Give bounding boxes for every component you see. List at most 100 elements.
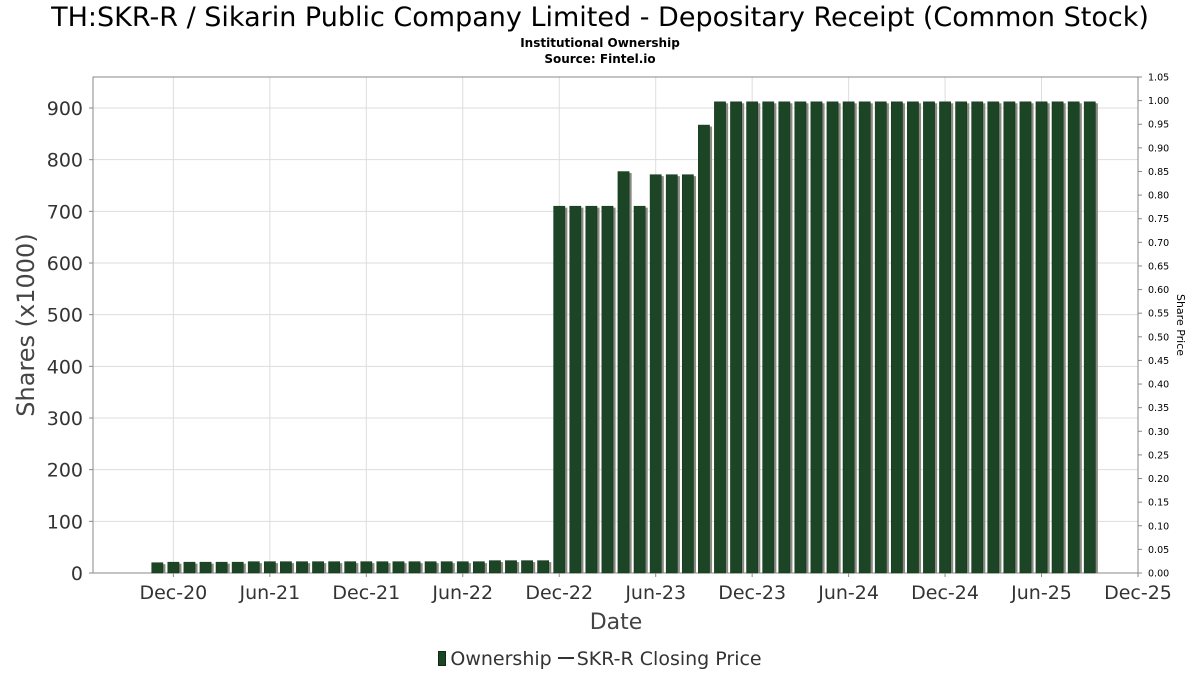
y-tick-label: 700: [47, 201, 83, 223]
ownership-bar: [681, 174, 694, 574]
ownership-bar: [746, 101, 759, 574]
ownership-bar: [923, 101, 935, 574]
ownership-bar: [665, 174, 678, 574]
ownership-bar: [408, 561, 421, 574]
ownership-bars: [151, 101, 1098, 574]
y2-tick-label: 0.60: [1148, 285, 1169, 296]
ownership-bar: [1067, 101, 1080, 574]
y2-tick-label: 0.85: [1148, 167, 1169, 178]
ownership-bar: [874, 101, 887, 574]
ownership-bar: [489, 560, 501, 574]
y2-tick-label: 0.75: [1148, 214, 1169, 225]
x-tick-label: Jun-21: [238, 582, 300, 604]
ownership-bar: [810, 101, 823, 574]
y2-tick-label: 0.35: [1148, 403, 1169, 414]
x-tick-label: Dec-23: [718, 582, 786, 604]
legend-ownership: Ownership: [450, 648, 552, 670]
ownership-bar: [971, 101, 984, 574]
x-tick-label: Dec-21: [332, 582, 400, 604]
ownership-bar: [617, 171, 630, 574]
ownership-bar: [521, 560, 533, 574]
ownership-bar: [569, 205, 582, 574]
y2-tick-label: 0.05: [1148, 545, 1169, 556]
ownership-bar: [955, 101, 968, 574]
y2-tick-label: 0.25: [1148, 450, 1169, 461]
x-axis-ticks: Dec-20 Jun-21 Dec-21 Jun-22 Dec-22 Jun-23 Dec-…: [139, 573, 1172, 604]
ownership-bar: [553, 205, 566, 574]
y-tick-label: 100: [47, 511, 83, 533]
ownership-bar: [601, 205, 614, 574]
ownership-bar: [585, 205, 598, 574]
ownership-bar: [714, 101, 726, 574]
y2-tick-label: 0.30: [1148, 427, 1169, 438]
chart-subtitle: Institutional Ownership: [520, 36, 680, 50]
ownership-bar: [392, 561, 405, 574]
x-tick-label: Dec-22: [525, 582, 593, 604]
y-tick-label: 900: [47, 98, 83, 120]
ownership-bar: [424, 561, 437, 574]
ownership-bar: [440, 561, 453, 574]
ownership-bar: [537, 560, 550, 574]
ownership-bar: [215, 561, 228, 574]
ownership-swatch: [438, 651, 447, 666]
x-tick-label: Jun-25: [1010, 582, 1072, 604]
ownership-bar: [858, 101, 871, 574]
ownership-bar: [247, 561, 260, 574]
legend: Ownership SKR-R Closing Price: [0, 647, 1200, 671]
y2-tick-label: 0.15: [1148, 498, 1169, 509]
price-line-swatch: [557, 657, 574, 659]
ownership-bar: [328, 561, 341, 574]
x-tick-label: Jun-22: [431, 582, 493, 604]
y2-tick-label: 0.40: [1148, 380, 1169, 391]
y2-axis-label: Share Price: [1174, 294, 1187, 356]
ownership-bar: [296, 561, 308, 574]
ownership-bar: [280, 561, 292, 574]
y2-tick-label: 0.20: [1148, 474, 1169, 485]
x-axis-label: Date: [590, 610, 643, 635]
x-tick-label: Jun-23: [624, 582, 686, 604]
y-tick-label: 400: [47, 356, 83, 378]
y2-tick-label: 0.95: [1148, 120, 1169, 131]
y-axis-label: Shares (x1000): [12, 233, 40, 416]
y2-tick-label: 0.70: [1148, 238, 1169, 249]
y-tick-label: 800: [47, 150, 83, 172]
ownership-bar: [842, 101, 855, 574]
ownership-bar: [472, 561, 485, 574]
ownership-bar: [360, 561, 373, 574]
ownership-bar: [151, 562, 164, 574]
chart-source: Source: Fintel.io: [544, 52, 656, 66]
y2-tick-label: 0.80: [1148, 191, 1169, 202]
ownership-bar: [199, 561, 212, 574]
y-tick-label: 300: [47, 408, 83, 430]
ownership-bar: [939, 101, 951, 574]
ownership-bar: [730, 101, 742, 574]
ownership-bar: [633, 205, 646, 574]
y2-tick-label: 0.00: [1148, 569, 1169, 580]
ownership-bar: [1019, 101, 1032, 574]
ownership-bar: [778, 101, 791, 574]
y-tick-label: 0: [71, 563, 83, 585]
y2-tick-label: 0.50: [1148, 332, 1169, 343]
x-tick-label: Dec-25: [1104, 582, 1172, 604]
ownership-bar: [1083, 101, 1096, 574]
ownership-bar: [376, 561, 389, 574]
y-axis-ticks: 0 100 200 300 400 500 600 700 800 900: [47, 98, 93, 585]
ownership-bar: [167, 561, 180, 574]
ownership-bar: [456, 561, 469, 574]
ownership-bar: [826, 101, 839, 574]
ownership-bar: [1003, 101, 1016, 574]
ownership-bar: [263, 561, 276, 574]
y-tick-label: 200: [47, 460, 83, 482]
ownership-bar: [698, 124, 710, 574]
x-tick-label: Jun-24: [817, 582, 879, 604]
ownership-bar: [794, 101, 807, 574]
ownership-bar: [312, 561, 324, 574]
y2-axis-ticks: 0.00 0.05 0.10 0.15 0.20 0.25 0.30 0.35 0.40 0.45…: [1138, 73, 1169, 580]
chart-title: TH:SKR-R / Sikarin Public Company Limite…: [51, 2, 1149, 33]
y2-tick-label: 1.05: [1148, 73, 1169, 84]
y2-tick-label: 0.55: [1148, 309, 1169, 320]
legend-price: SKR-R Closing Price: [576, 648, 762, 670]
ownership-bar: [987, 101, 1000, 574]
ownership-bar: [1051, 101, 1064, 574]
